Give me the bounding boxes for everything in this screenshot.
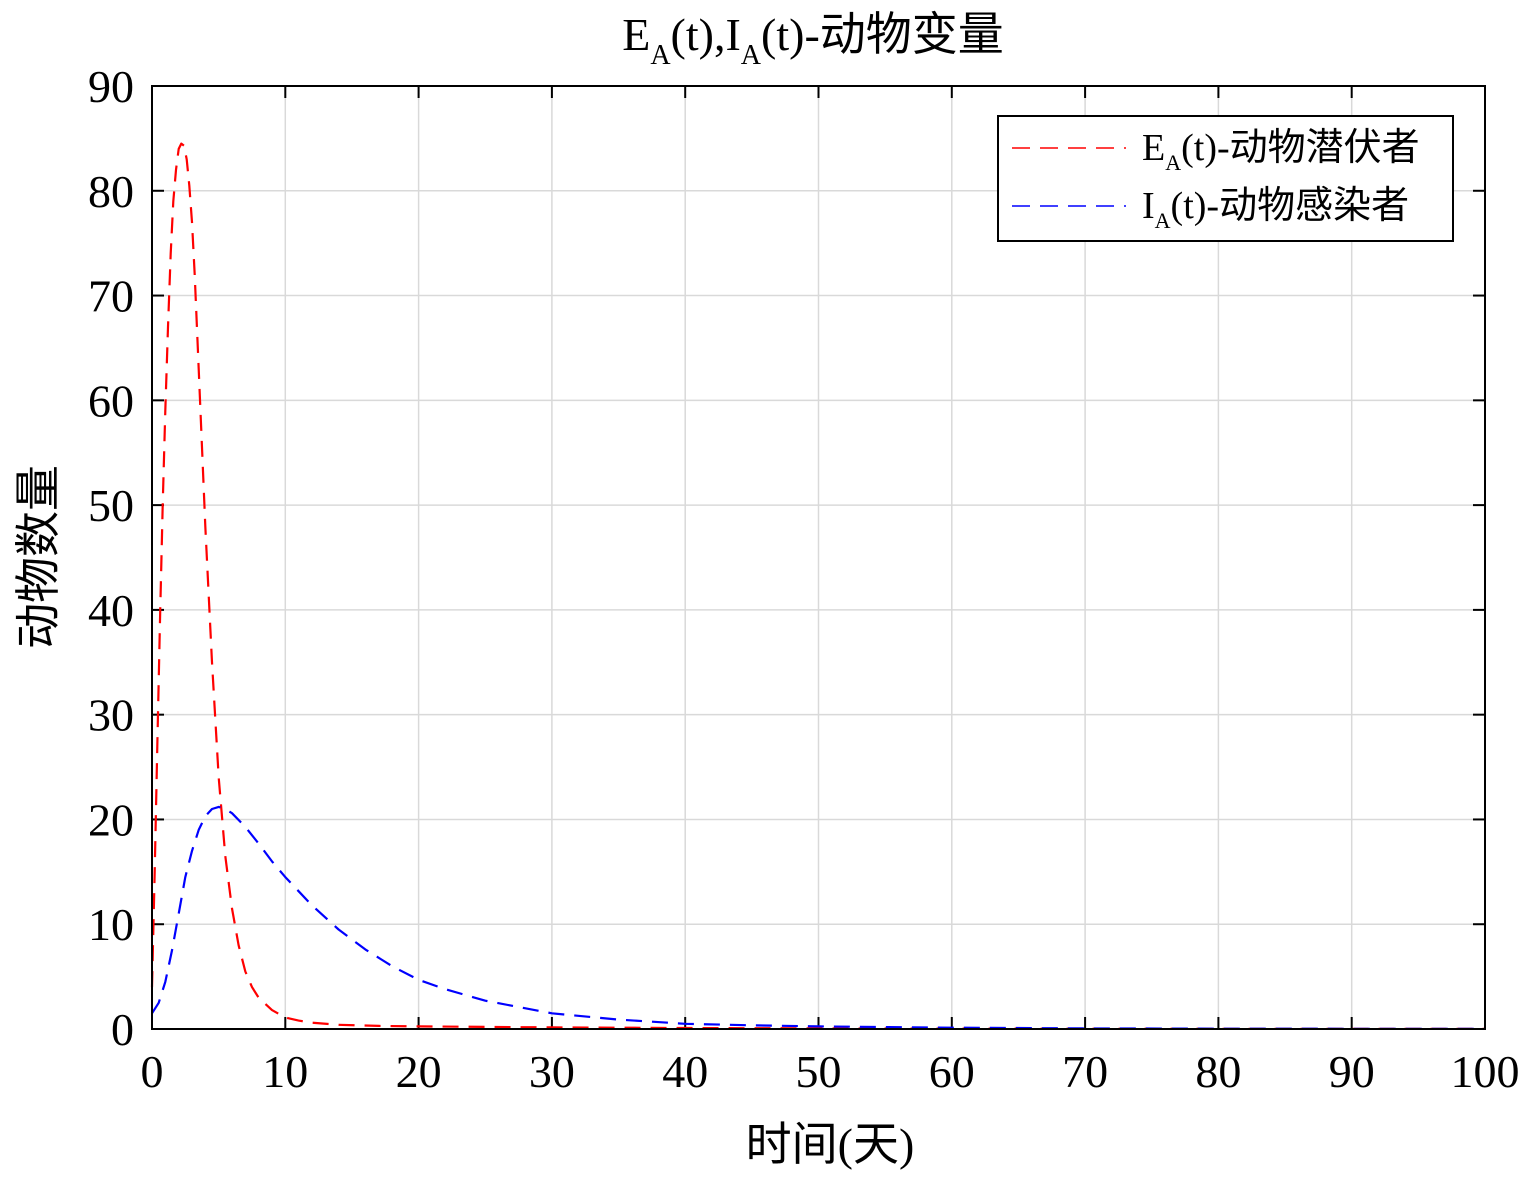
title-part: E: [622, 9, 650, 60]
y-tick-label: 90: [88, 61, 134, 112]
y-tick-label: 50: [88, 480, 134, 531]
legend-label-ia: IA(t)-动物感染者: [1142, 185, 1409, 233]
x-tick-label: 40: [662, 1046, 708, 1097]
y-tick-label: 10: [88, 899, 134, 950]
legend-box: [997, 115, 1454, 242]
title-subscript: A: [741, 40, 762, 71]
legend-label-rest: (t)-动物感染者: [1171, 185, 1410, 227]
x-tick-label: 10: [262, 1046, 308, 1097]
x-axis-label: 时间(天): [746, 1119, 915, 1170]
y-tick-label: 70: [88, 271, 134, 322]
title-part: (t),I: [671, 9, 741, 60]
y-tick-labels: 0 10 20 30 40 50 60 70 80 90: [88, 61, 134, 1055]
y-tick-label: 30: [88, 690, 134, 741]
y-axis-label: 动物数量: [13, 465, 64, 649]
legend-label-rest: (t)-动物潜伏者: [1181, 127, 1420, 169]
y-tick-label: 20: [88, 794, 134, 845]
y-tick-label: 80: [88, 166, 134, 217]
legend-label-subscript: A: [1165, 150, 1181, 175]
series-layer: [150, 142, 1486, 1030]
series-line-1: [151, 805, 1486, 1030]
legend-label-subscript: A: [1155, 208, 1171, 233]
x-tick-label: 90: [1329, 1046, 1375, 1097]
y-tick-label: 0: [111, 1004, 134, 1055]
axes-frame: [151, 85, 1486, 1030]
x-tick-label: 50: [796, 1046, 842, 1097]
chart-title: EA(t),IA(t)-动物变量: [622, 9, 1004, 71]
x-tick-label: 0: [141, 1046, 164, 1097]
title-subscript: A: [650, 40, 671, 71]
x-tick-labels: 0 10 20 30 40 50 60 70 80 90 100: [141, 1046, 1520, 1097]
legend-label-main: I: [1142, 185, 1155, 227]
y-tick-label: 40: [88, 585, 134, 636]
x-tick-label: 70: [1062, 1046, 1108, 1097]
x-tick-label: 30: [529, 1046, 575, 1097]
title-part: (t)-动物变量: [761, 9, 1004, 60]
legend-label-main: E: [1142, 127, 1165, 169]
x-tick-label: 80: [1195, 1046, 1241, 1097]
x-tick-label: 100: [1451, 1046, 1520, 1097]
x-tick-label: 20: [396, 1046, 442, 1097]
legend-label-ea: EA(t)-动物潜伏者: [1142, 127, 1420, 175]
y-tick-label: 60: [88, 375, 134, 426]
series-line-0: [150, 142, 1486, 1030]
legend: EA(t)-动物潜伏者 IA(t)-动物感染者: [997, 115, 1454, 242]
x-tick-label: 60: [929, 1046, 975, 1097]
